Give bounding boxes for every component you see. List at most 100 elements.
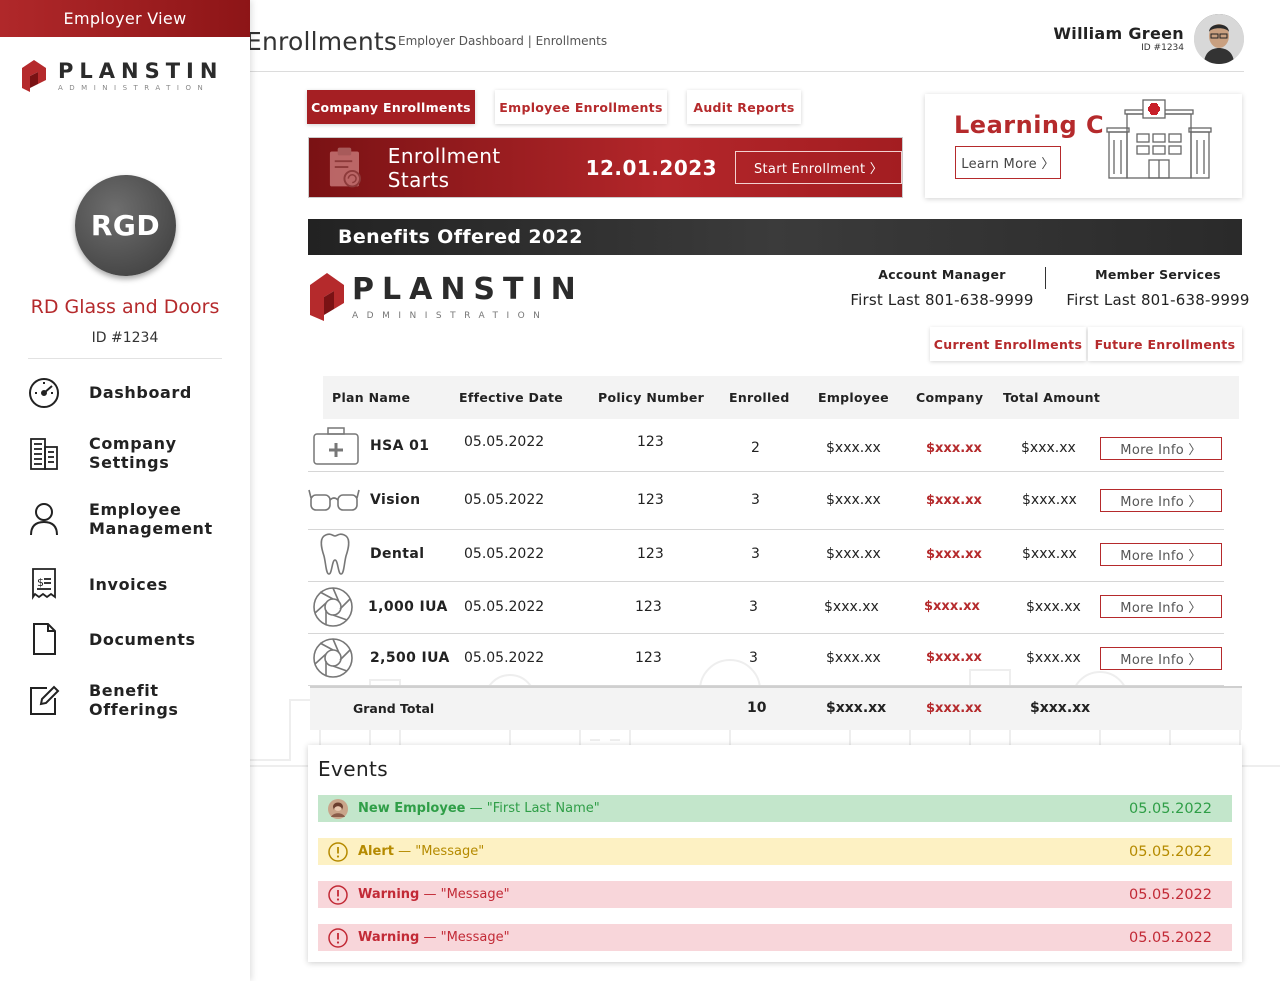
alert-icon [328, 841, 348, 862]
effective-date: 05.05.2022 [464, 492, 545, 508]
event-message: "Message" [415, 844, 485, 859]
event-date: 05.05.2022 [1128, 886, 1212, 903]
more-info-button[interactable]: More Info 〉 [1100, 489, 1222, 512]
user-id: ID #1234 [1141, 43, 1184, 53]
company-amount: $xxx.xx [926, 650, 982, 665]
effective-date: 05.05.2022 [464, 650, 545, 666]
event-separator: — [419, 887, 441, 902]
planstin-logo-mark [22, 60, 46, 92]
enrollment-banner: Enrollment Starts 12.01.2023 Start Enrol… [308, 137, 903, 198]
sidebar-item-documents[interactable]: Documents [24, 619, 219, 659]
employee-amount: $xxx.xx [826, 492, 881, 508]
medical-kit-icon [313, 427, 359, 465]
hospital-icon [1105, 96, 1213, 180]
account-manager-contact: Account Manager First Last 801-638-9999 [846, 267, 1038, 309]
enrolled-count: 3 [751, 492, 760, 508]
grand-total-employee: $xxx.xx [826, 700, 887, 716]
sidebar-divider [28, 358, 222, 359]
sidebar-item-benefit-offerings[interactable]: Benefit Offerings [24, 680, 219, 720]
more-info-button[interactable]: More Info 〉 [1100, 437, 1222, 460]
table-row: 2,500 IUA 05.05.2022 123 3 $xxx.xx $xxx.… [308, 634, 1224, 686]
plan-name: Vision [370, 492, 421, 508]
company-id: ID #1234 [91, 330, 159, 346]
start-enrollment-button[interactable]: Start Enrollment 〉 [735, 151, 902, 184]
more-info-button[interactable]: More Info 〉 [1100, 543, 1222, 566]
event-item[interactable]: Warning — "Message" 05.05.2022 [318, 924, 1232, 951]
member-services-title: Member Services [1095, 267, 1221, 282]
tooth-icon [320, 533, 350, 575]
warning-icon [328, 884, 348, 905]
sidebar-item-dashboard[interactable]: Dashboard [24, 372, 219, 412]
events-panel: Events New Employee — "First Last Name" … [308, 745, 1242, 962]
event-item[interactable]: Warning — "Message" 05.05.2022 [318, 881, 1232, 908]
breadcrumb[interactable]: Employer Dashboard | Enrollments [398, 34, 608, 48]
employee-avatar-icon [328, 798, 348, 819]
more-info-button[interactable]: More Info 〉 [1100, 647, 1222, 670]
company-avatar: RGD [75, 175, 176, 276]
enrolled-count: 3 [749, 599, 758, 615]
col-policy-number: Policy Number [598, 390, 705, 405]
policy-number: 123 [635, 650, 662, 666]
event-separator: — [465, 801, 487, 816]
company-amount: $xxx.xx [926, 547, 982, 562]
event-message: "Message" [440, 887, 510, 902]
sidebar-item-label: Benefit Offerings [89, 681, 179, 719]
aperture-icon [313, 587, 353, 627]
col-employee: Employee [818, 390, 889, 405]
sidebar-item-company-settings[interactable]: Company Settings [24, 433, 219, 473]
tab-audit-reports[interactable]: Audit Reports [687, 90, 801, 124]
account-manager-value[interactable]: First Last 801-638-9999 [850, 291, 1034, 309]
event-message: "Message" [440, 930, 510, 945]
learning-center-card: Learning Center Learn More 〉 [925, 94, 1242, 198]
company-amount: $xxx.xx [926, 441, 982, 456]
member-services-value[interactable]: First Last 801-638-9999 [1066, 291, 1250, 309]
aperture-icon [313, 638, 353, 678]
event-item[interactable]: Alert — "Message" 05.05.2022 [318, 838, 1232, 865]
policy-number: 123 [637, 434, 664, 450]
table-row: 1,000 IUA 05.05.2022 123 3 $xxx.xx $xxx.… [308, 582, 1224, 634]
sidebar-item-employee-management[interactable]: Employee Management [24, 499, 219, 539]
event-separator: — [393, 844, 416, 859]
planstin-logo[interactable]: PLANSTIN ADMINISTRATION [18, 58, 223, 94]
policy-number: 123 [637, 492, 664, 508]
col-total-amount: Total Amount [1003, 390, 1101, 405]
tab-current-enrollments[interactable]: Current Enrollments [930, 327, 1086, 361]
event-type: New Employee [358, 801, 466, 816]
tab-employee-enrollments[interactable]: Employee Enrollments [495, 90, 667, 124]
sidebar-item-invoices[interactable]: $ Invoices [24, 564, 219, 604]
header-divider [250, 71, 1244, 72]
grand-total-label: Grand Total [353, 701, 435, 716]
tab-future-enrollments[interactable]: Future Enrollments [1088, 327, 1242, 361]
event-type: Warning [358, 887, 420, 902]
planstin-logo-mark [310, 273, 344, 321]
company-amount: $xxx.xx [924, 599, 980, 614]
document-icon [24, 619, 64, 659]
user-avatar[interactable] [1194, 14, 1244, 64]
gauge-icon [24, 372, 64, 412]
effective-date: 05.05.2022 [464, 546, 545, 562]
sidebar-item-label: Company Settings [89, 434, 177, 472]
sidebar-item-label: Dashboard [89, 382, 192, 402]
event-item[interactable]: New Employee — "First Last Name" 05.05.2… [318, 795, 1232, 822]
logo-wordmark: PLANSTIN [352, 271, 584, 307]
enrolled-count: 3 [751, 546, 760, 562]
company-amount: $xxx.xx [926, 493, 982, 508]
col-company: Company [916, 390, 984, 405]
learn-more-button[interactable]: Learn More 〉 [955, 146, 1061, 179]
svg-text:$: $ [37, 576, 44, 589]
benefits-header: Benefits Offered 2022 [308, 219, 1242, 255]
policy-number: 123 [637, 546, 664, 562]
grand-total-amount: $xxx.xx [1030, 700, 1091, 716]
tab-company-enrollments[interactable]: Company Enrollments [307, 90, 475, 124]
enrolled-count: 3 [749, 650, 758, 666]
company-name: RD Glass and Doors [30, 296, 220, 318]
policy-number: 123 [635, 599, 662, 615]
enrollment-date: 12.01.2023 [585, 155, 718, 180]
table-row: Vision 05.05.2022 123 3 $xxx.xx $xxx.xx … [308, 472, 1224, 530]
user-name[interactable]: William Green [1053, 24, 1184, 43]
total-amount: $xxx.xx [1026, 650, 1081, 666]
planstin-logo-large: PLANSTIN ADMINISTRATION [308, 271, 584, 323]
more-info-button[interactable]: More Info 〉 [1100, 595, 1222, 618]
effective-date: 05.05.2022 [464, 599, 545, 615]
